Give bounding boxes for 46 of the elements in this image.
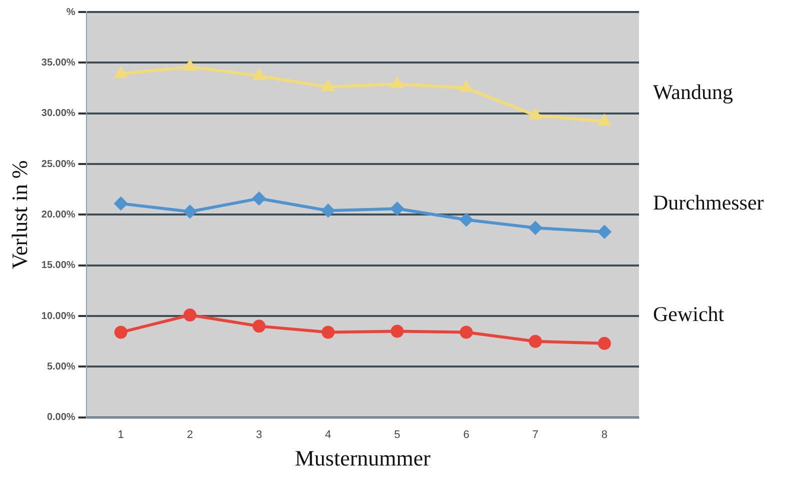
point [183, 205, 196, 218]
point [528, 334, 542, 348]
point [598, 336, 611, 350]
y-tick-label: % [66, 6, 76, 18]
x-tick-label: 4 [325, 429, 332, 442]
text: Wandung [653, 80, 734, 104]
x-axis-title: Musternummer [294, 446, 432, 471]
x-tick-label: 2 [186, 429, 194, 442]
point [322, 204, 335, 218]
x-tick-label: 7 [532, 429, 538, 442]
text: Gewicht [653, 302, 724, 326]
point [391, 77, 404, 88]
point [183, 308, 196, 322]
point [460, 213, 473, 226]
y-tick-label: 15.00% [41, 260, 76, 272]
point [460, 82, 472, 92]
y-tick-label: 25.00% [41, 158, 76, 170]
point [184, 60, 196, 71]
y-tick-label: 5.00% [46, 361, 76, 372]
x-tick-label: 3 [256, 429, 262, 442]
y-tick-label: 30.00% [41, 108, 76, 120]
point [530, 108, 542, 120]
point [252, 192, 266, 205]
y-tick-label: 10.00% [41, 310, 76, 322]
point [114, 197, 128, 210]
x-tick-label: 6 [463, 429, 470, 442]
point [390, 324, 404, 338]
point [598, 225, 611, 238]
x-tick-label: 1 [118, 429, 124, 442]
y-tick-label: 0.00% [46, 412, 76, 424]
x-tick-label: 8 [601, 429, 608, 442]
text: Durchmesser [653, 190, 764, 214]
y-tick-label: 20.00% [41, 209, 76, 220]
point [115, 67, 127, 78]
point [390, 202, 404, 216]
point [322, 80, 334, 91]
point [253, 69, 265, 80]
y-tick-label: 35.00% [41, 57, 76, 68]
point [528, 221, 542, 234]
point [598, 114, 610, 126]
point [252, 320, 266, 333]
point [460, 326, 473, 339]
point [114, 326, 128, 339]
x-tick-label: 5 [394, 429, 400, 442]
point [322, 326, 335, 339]
y-axis-title: Verlust in % [6, 160, 32, 270]
